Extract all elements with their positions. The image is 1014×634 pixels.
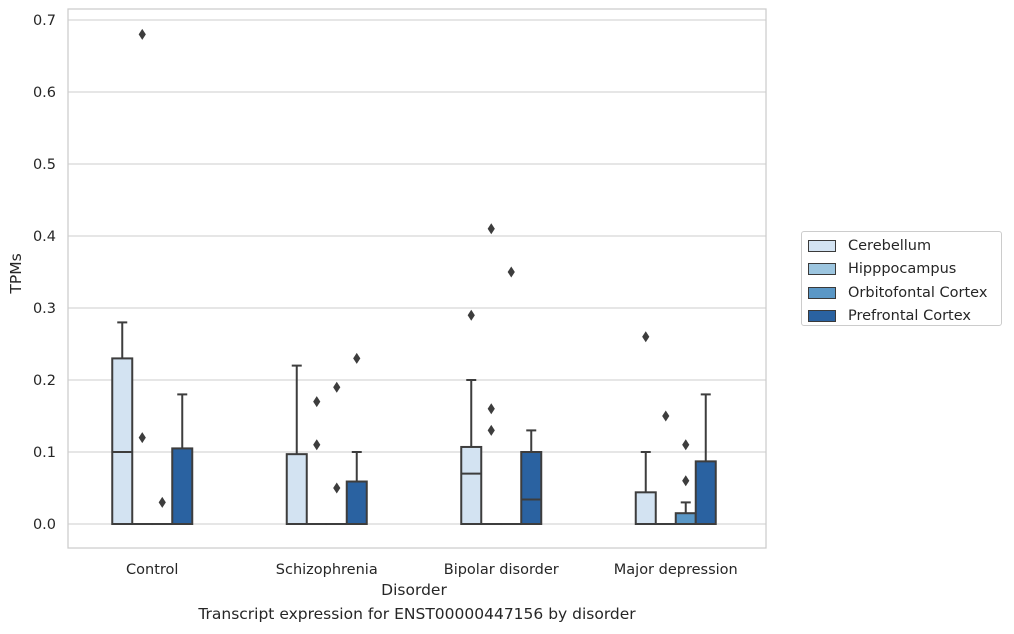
box-2-3: [674, 501, 697, 526]
legend-swatch-cerebellum: [808, 239, 836, 252]
box-rect: [285, 453, 308, 525]
legend-item: Orbitofontal Cortex: [808, 281, 1001, 305]
box-0-1: [285, 364, 308, 525]
y-tick-label: 0.5: [33, 157, 56, 173]
x-tick-label: Major depression: [614, 562, 738, 578]
box-0-3: [634, 451, 657, 526]
boxes: [111, 321, 717, 526]
outlier-point: [642, 331, 650, 343]
y-axis-label: TPMs: [7, 253, 25, 294]
legend-label: Prefrontal Cortex: [848, 308, 971, 325]
box-rect: [520, 451, 543, 525]
outlier-point: [313, 396, 321, 408]
box-rect: [694, 460, 717, 525]
box-rect: [460, 445, 483, 525]
box-0-0: [111, 321, 134, 525]
legend-item: Hipppocampus: [808, 258, 1001, 282]
legend-item: Cerebellum: [808, 234, 1001, 258]
box-3-2: [520, 429, 543, 525]
y-tick-label: 0.6: [33, 85, 56, 101]
y-tick-label: 0.3: [33, 301, 56, 317]
legend-label: Hipppocampus: [848, 261, 957, 278]
y-tick-label: 0.4: [33, 229, 56, 245]
box-3-0: [171, 393, 194, 525]
legend-swatch-orbitofrontal: [808, 286, 836, 299]
plot-area-frame: [67, 8, 767, 549]
outlier-point: [487, 403, 495, 415]
box-rect: [171, 447, 194, 525]
legend-label: Cerebellum: [848, 237, 932, 254]
outlier-point: [333, 482, 341, 494]
outlier-point: [313, 439, 321, 451]
outlier-point: [487, 223, 495, 235]
outlier-point: [487, 424, 495, 436]
box-rect: [634, 491, 657, 526]
chart-caption: Transcript expression for ENST0000044715…: [198, 605, 636, 623]
outlier-point: [662, 410, 670, 422]
x-tick-label: Schizophrenia: [276, 562, 378, 578]
x-tick-label: Control: [126, 562, 178, 578]
y-tick-label: 0.2: [33, 373, 56, 389]
outlier-point: [138, 432, 146, 444]
box-rect: [674, 512, 697, 526]
outlier-point: [507, 266, 515, 278]
box-0-2: [460, 379, 483, 525]
y-tick-label: 0.0: [33, 517, 56, 533]
outlier-points: [138, 28, 690, 508]
outlier-point: [682, 475, 690, 487]
legend-label: Orbitofontal Cortex: [848, 284, 988, 301]
outlier-point: [682, 439, 690, 451]
y-tick-label: 0.7: [33, 13, 56, 29]
box-rect: [345, 480, 368, 525]
x-axis-label: Disorder: [381, 581, 447, 599]
x-tick-label: Bipolar disorder: [444, 562, 559, 578]
outlier-point: [138, 28, 146, 40]
outlier-point: [158, 496, 166, 508]
legend: Cerebellum Hipppocampus Orbitofontal Cor…: [801, 231, 1002, 326]
box-rect: [111, 357, 134, 525]
legend-swatch-prefrontal: [808, 310, 836, 323]
legend-item: Prefrontal Cortex: [808, 305, 1001, 329]
box-3-1: [345, 451, 368, 525]
y-tick-label: 0.1: [33, 445, 56, 461]
outlier-point: [333, 381, 341, 393]
legend-swatch-hippocampus: [808, 263, 836, 276]
outlier-point: [467, 309, 475, 321]
box-3-3: [694, 393, 717, 525]
outlier-point: [353, 352, 361, 364]
y-axis-ticks: 0.0 0.1 0.2 0.3 0.4 0.5 0.6 0.7: [33, 13, 56, 533]
x-axis-ticks: Control Schizophrenia Bipolar disorder Majo…: [126, 562, 738, 578]
